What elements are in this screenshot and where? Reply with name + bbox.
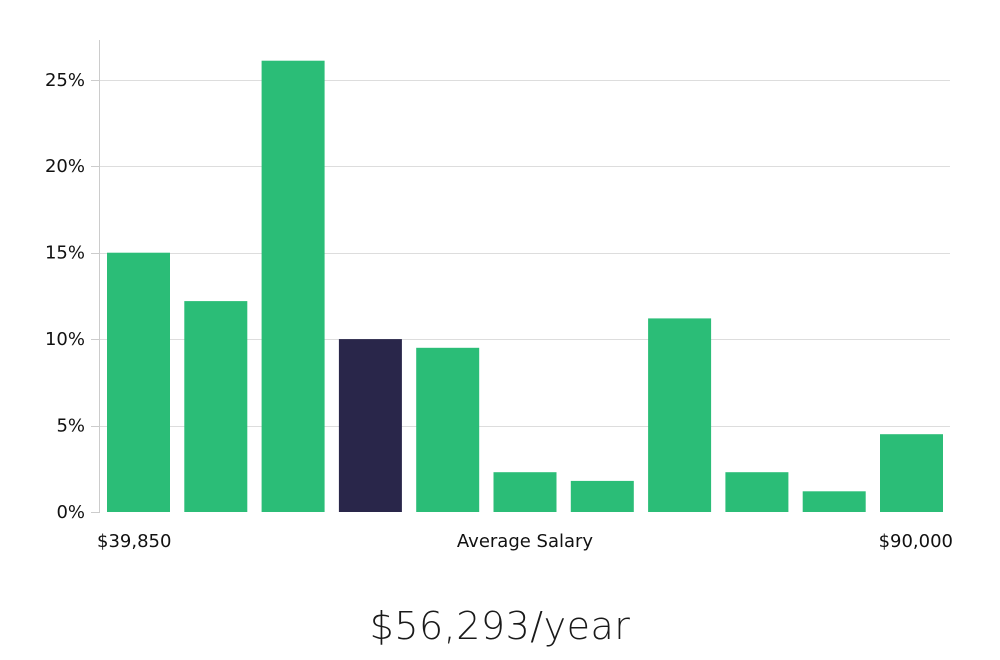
bar: [648, 318, 712, 512]
x-axis-max-label: $90,000: [879, 531, 953, 552]
y-tick-label: 15%: [45, 243, 85, 264]
y-axis-ticks: 0% 5% 10% 15% 20% 25%: [45, 70, 100, 523]
bar: [725, 472, 789, 512]
average-salary-value: $56,293/year: [369, 604, 631, 648]
bar: [416, 347, 480, 512]
bar: [802, 491, 866, 512]
x-axis-title: Average Salary: [457, 531, 594, 552]
y-tick-label: 25%: [45, 70, 85, 91]
bar: [261, 60, 325, 512]
bar: [184, 301, 248, 512]
bar: [880, 434, 943, 512]
salary-histogram: 0%5%10%15%20%25% $39,850 Average Salary …: [45, 40, 953, 552]
bar: [493, 472, 557, 512]
y-tick-label: 5%: [56, 416, 85, 437]
bar-highlighted: [338, 339, 402, 512]
y-tick-label: 20%: [45, 156, 85, 177]
bar: [570, 480, 634, 512]
bar: [107, 252, 170, 512]
y-tick-label: 10%: [45, 329, 85, 350]
x-axis-min-label: $39,850: [97, 531, 171, 552]
bars: [107, 60, 943, 512]
y-tick-label: 0%: [56, 502, 85, 523]
